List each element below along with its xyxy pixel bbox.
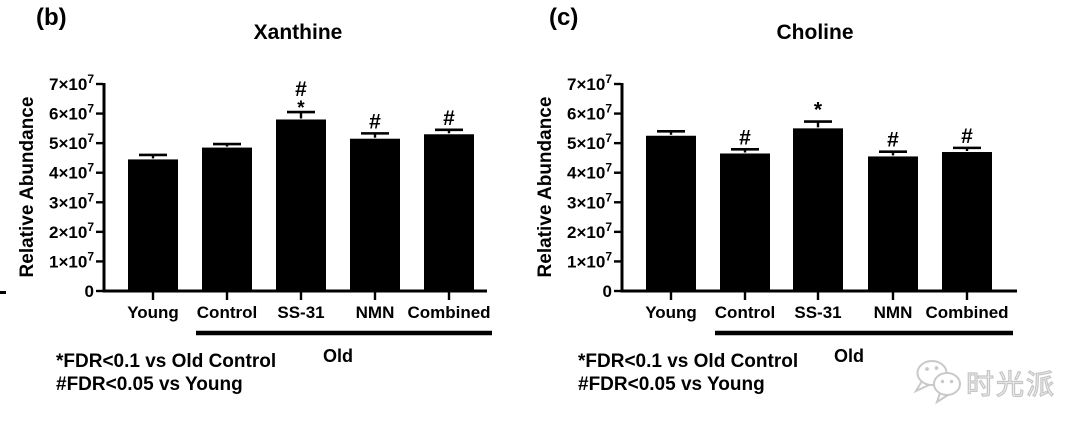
bar-ss-31 [793, 128, 843, 291]
category-label-control: Control [197, 303, 257, 322]
bar-control [720, 153, 770, 291]
bar-combined [424, 134, 474, 291]
y-tick-label: 4×107 [567, 161, 612, 183]
wechat-eye [949, 379, 954, 384]
y-tick-label: 3×107 [49, 190, 94, 212]
significance-mark-control: # [739, 126, 751, 149]
footnote-line-1: *FDR<0.1 vs Old Control [56, 351, 277, 372]
category-label-young: Young [127, 303, 179, 322]
y-tick-label: 5×107 [49, 131, 94, 153]
panel-c-title: Choline [776, 21, 854, 44]
watermark-text: 时光派 [965, 368, 1057, 400]
y-tick-label: 5×107 [567, 131, 612, 153]
category-label-ss-31: SS-31 [277, 303, 324, 322]
footnote-line-1: *FDR<0.1 vs Old Control [578, 351, 799, 372]
old-group-label: Old [834, 346, 864, 366]
significance-mark-ss-31: * [297, 98, 305, 119]
panel-c-label: (c) [549, 4, 579, 31]
wechat-eye [925, 367, 929, 371]
watermark: 时光派 [910, 352, 1080, 407]
y-tick-label: 7×107 [49, 72, 94, 94]
chart-xanthine: *## #01×1072×1073×1074×1075×1076×1077×107… [17, 72, 492, 366]
y-tick-label: 2×107 [567, 220, 612, 242]
y-tick-label: 6×107 [567, 102, 612, 124]
y-tick-label: 4×107 [49, 161, 94, 183]
y-tick-label: 1×107 [567, 249, 612, 271]
wechat-small-bubble [933, 372, 961, 396]
y-axis-label: Relative Abundance [535, 97, 556, 278]
category-label-ss-31: SS-31 [794, 303, 841, 322]
chart-choline: # * # #0 1×107 2×107 3×107 4×107 5×107 6×107 7×107… [535, 72, 1017, 366]
category-label-nmn: NMN [874, 303, 913, 322]
panel-b-label: (b) [36, 4, 67, 31]
wechat-icon [913, 360, 961, 405]
old-group-label: Old [323, 346, 353, 366]
footnote-line-2: #FDR<0.05 vs Young [578, 374, 765, 395]
panel-b-footnotes: *FDR<0.1 vs Old Control #FDR<0.05 vs You… [56, 350, 276, 396]
wechat-eye [934, 366, 939, 370]
significance-mark-ss-31: # [295, 78, 307, 101]
cropped-axis-fragment [0, 291, 6, 294]
significance-mark-nmn: # [369, 110, 381, 133]
y-tick-label: 0 [85, 282, 94, 301]
y-tick-label: 0 [603, 282, 612, 301]
wechat-eye [940, 379, 945, 384]
footnote-line-2: #FDR<0.05 vs Young [56, 374, 243, 395]
significance-mark-combined: # [961, 125, 973, 148]
category-label-combined: Combined [407, 303, 490, 322]
y-axis-label: Relative Abundance [17, 97, 38, 278]
bar-young [128, 159, 178, 291]
panel-c-footnotes: *FDR<0.1 vs Old Control #FDR<0.05 vs You… [578, 350, 798, 396]
bar-ss-31 [276, 119, 326, 291]
significance-mark-combined: # [443, 107, 455, 130]
category-label-control: Control [715, 303, 775, 322]
bar-control [202, 147, 252, 291]
significance-mark-ss-31: * [814, 99, 823, 122]
significance-mark-nmn: # [887, 129, 899, 152]
category-label-nmn: NMN [356, 303, 395, 322]
bar-young [646, 135, 696, 291]
bar-combined [942, 152, 992, 291]
bar-nmn [350, 138, 400, 291]
y-tick-label: 3×107 [567, 190, 612, 212]
y-tick-label: 1×107 [49, 249, 94, 271]
y-tick-label: 7×107 [567, 72, 612, 94]
category-label-young: Young [645, 303, 697, 322]
y-tick-label: 2×107 [49, 220, 94, 242]
panel-b-title: Xanthine [253, 21, 343, 44]
category-label-combined: Combined [925, 303, 1008, 322]
y-tick-label: 6×107 [49, 102, 94, 124]
bar-nmn [868, 156, 918, 291]
